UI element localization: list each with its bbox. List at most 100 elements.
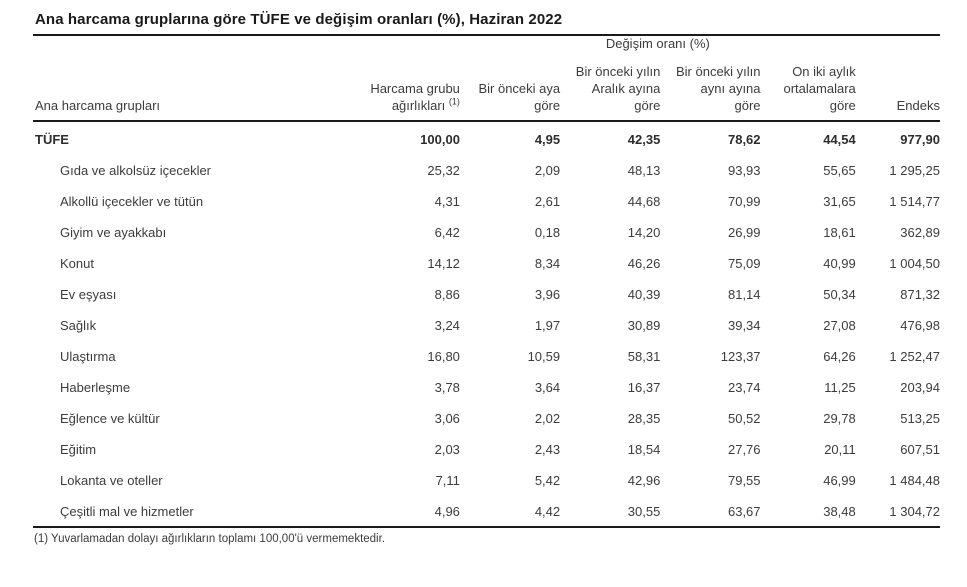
cell-twelve-month-avg-change: 29,78 <box>823 411 856 426</box>
row-label: Haberleşme <box>60 380 131 395</box>
row-label: Giyim ve ayakkabı <box>60 225 167 240</box>
cell-index: 1 004,50 <box>889 256 940 271</box>
cell-index: 871,32 <box>900 287 940 302</box>
table-row: Ev eşyası 8,86 3,96 40,39 81,14 50,34 87… <box>33 279 940 310</box>
row-label: Eğlence ve kültür <box>60 411 160 426</box>
col-header-yilin-ayni-ayina-gore: Bir önceki yılın aynı ayına göre <box>660 51 761 122</box>
table-row: Sağlık 3,24 1,97 30,89 39,34 27,08 476,9… <box>33 310 940 341</box>
cell-monthly-change: 2,02 <box>534 411 561 426</box>
cell-since-december-change: 28,35 <box>627 411 661 426</box>
row-label: TÜFE <box>35 132 69 147</box>
row-label: Alkollü içecekler ve tütün <box>60 194 204 209</box>
group-header-degisim-orani: Değişim oranı (%) <box>605 36 710 51</box>
cell-monthly-change: 2,61 <box>534 194 561 209</box>
cell-since-december-change: 30,89 <box>627 318 661 333</box>
cell-weight: 4,96 <box>329 496 460 528</box>
cell-monthly-change: 3,64 <box>534 380 561 395</box>
cell-since-december-change: 18,54 <box>627 442 661 457</box>
row-label: Sağlık <box>60 318 97 333</box>
cell-weight: 8,86 <box>434 287 460 302</box>
footnote: (1) Yuvarlamadan dolayı ağırlıkların top… <box>34 533 385 545</box>
table-row: Haberleşme 3,78 3,64 16,37 23,74 11,25 2… <box>33 372 940 403</box>
cell-yearly-change: 39,34 <box>727 318 761 333</box>
cell-since-december-change: 48,13 <box>627 163 661 178</box>
table-row: Eğlence ve kültür 3,06 2,02 28,35 50,52 … <box>33 403 940 434</box>
table-row: Ulaştırma 16,80 10,59 58,31 123,37 64,26… <box>33 341 940 372</box>
page-title: Ana harcama gruplarına göre TÜFE ve deği… <box>33 8 940 36</box>
col-header-weight-label: Harcama grubu ağırlıkları <box>370 81 460 113</box>
cell-twelve-month-avg-change: 18,61 <box>823 225 856 240</box>
cell-since-december-change: 30,55 <box>560 496 661 528</box>
cell-weight: 3,06 <box>434 411 460 426</box>
cell-yearly-change: 23,74 <box>727 380 761 395</box>
cell-index: 1 484,48 <box>889 473 940 488</box>
footnote-marker: (1) <box>448 96 460 107</box>
cell-twelve-month-avg-change: 50,34 <box>823 287 856 302</box>
cell-index: 513,25 <box>900 411 940 426</box>
col-header-endeks: Endeks <box>855 51 940 122</box>
cell-since-december-change: 58,31 <box>627 349 661 364</box>
cell-weight: 25,32 <box>427 163 460 178</box>
group-header-spacer-right <box>856 36 940 51</box>
cell-twelve-month-avg-change: 44,54 <box>823 132 856 147</box>
row-label: Konut <box>60 256 94 271</box>
table-row: Çeşitli mal ve hizmetler 4,96 4,42 30,55… <box>33 496 940 528</box>
cell-index: 977,90 <box>900 132 940 147</box>
cell-index: 203,94 <box>900 380 940 395</box>
col-header-yilin-aralik-ayina-gore: Bir önceki yılın Aralık ayına göre <box>560 51 661 122</box>
cell-since-december-change: 42,35 <box>627 132 661 147</box>
cell-yearly-change: 70,99 <box>727 194 761 209</box>
table-row: TÜFE 100,00 4,95 42,35 78,62 44,54 977,9… <box>33 121 940 155</box>
cell-twelve-month-avg-change: 64,26 <box>823 349 856 364</box>
col-header-harcama-grubu-agirliklari: Harcama grubu ağırlıkları (1) <box>329 51 460 122</box>
table-row: Alkollü içecekler ve tütün 4,31 2,61 44,… <box>33 186 940 217</box>
cell-yearly-change: 81,14 <box>727 287 761 302</box>
cell-since-december-change: 42,96 <box>627 473 661 488</box>
cell-since-december-change: 46,26 <box>627 256 661 271</box>
cell-yearly-change: 50,52 <box>727 411 761 426</box>
cell-since-december-change: 44,68 <box>627 194 661 209</box>
cell-twelve-month-avg-change: 27,08 <box>823 318 856 333</box>
table-row: Gıda ve alkolsüz içecekler 25,32 2,09 48… <box>33 155 940 186</box>
cell-monthly-change: 10,59 <box>527 349 561 364</box>
table-row: Giyim ve ayakkabı 6,42 0,18 14,20 26,99 … <box>33 217 940 248</box>
cell-yearly-change: 78,62 <box>727 132 761 147</box>
cpi-table: Değişim oranı (%) Ana harcama grupları H… <box>33 36 940 528</box>
table-row: Eğitim 2,03 2,43 18,54 27,76 20,11 607,5… <box>33 434 940 465</box>
cell-twelve-month-avg-change: 31,65 <box>823 194 856 209</box>
row-label: Lokanta ve oteller <box>60 473 163 488</box>
cell-twelve-month-avg-change: 46,99 <box>823 473 856 488</box>
cell-monthly-change: 0,18 <box>534 225 561 240</box>
cell-weight: 7,11 <box>435 473 460 488</box>
col-header-on-iki-aylik-ortalamalara-gore: On iki aylık ortalamalara göre <box>760 51 856 122</box>
cell-index: 607,51 <box>900 442 940 457</box>
cell-yearly-change: 93,93 <box>727 163 761 178</box>
cell-weight: 100,00 <box>420 132 460 147</box>
cell-index: 362,89 <box>900 225 940 240</box>
cell-index: 1 252,47 <box>889 349 940 364</box>
cell-since-december-change: 14,20 <box>627 225 661 240</box>
cell-weight: 2,03 <box>434 442 460 457</box>
cell-monthly-change: 2,09 <box>534 163 561 178</box>
cell-twelve-month-avg-change: 55,65 <box>823 163 856 178</box>
cell-weight: 3,78 <box>434 380 460 395</box>
column-header-row: Ana harcama grupları Harcama grubu ağırl… <box>33 51 940 122</box>
row-label: Gıda ve alkolsüz içecekler <box>60 163 212 178</box>
cell-weight: 4,31 <box>434 194 460 209</box>
table-row: Lokanta ve oteller 7,11 5,42 42,96 79,55… <box>33 465 940 496</box>
cell-index: 1 304,72 <box>855 496 940 528</box>
cpi-table-header: Değişim oranı (%) Ana harcama grupları H… <box>33 36 940 122</box>
group-header-row: Değişim oranı (%) <box>33 36 940 51</box>
cell-yearly-change: 75,09 <box>727 256 761 271</box>
cell-since-december-change: 16,37 <box>627 380 661 395</box>
row-label: Ulaştırma <box>60 349 116 364</box>
cell-yearly-change: 27,76 <box>727 442 761 457</box>
cell-twelve-month-avg-change: 11,25 <box>824 380 856 395</box>
cell-monthly-change: 4,95 <box>534 132 561 147</box>
cpi-table-body: TÜFE 100,00 4,95 42,35 78,62 44,54 977,9… <box>33 121 940 528</box>
table-row: Konut 14,12 8,34 46,26 75,09 40,99 1 004… <box>33 248 940 279</box>
cell-yearly-change: 63,67 <box>660 496 761 528</box>
row-label: Çeşitli mal ve hizmetler <box>33 496 330 528</box>
cell-index: 1 295,25 <box>889 163 940 178</box>
